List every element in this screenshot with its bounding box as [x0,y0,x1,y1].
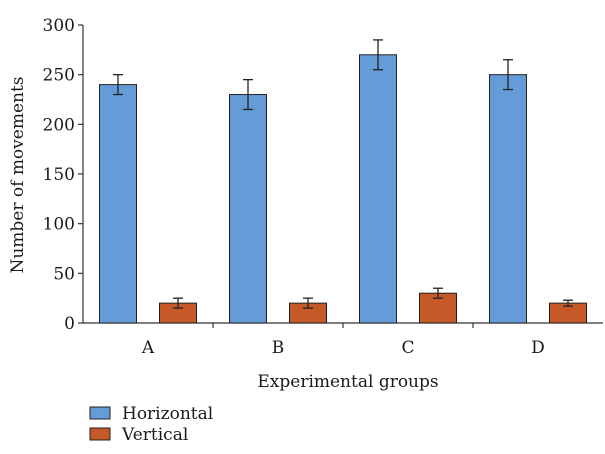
x-tick-label: D [531,338,545,358]
y-axis-ticks: 0 50 100 150 200 250 300 [43,16,83,334]
y-tick-label: 200 [43,115,75,135]
y-tick-label: 50 [53,264,75,284]
x-axis-ticks: A B C D [141,323,545,358]
legend-swatch-horizontal [89,406,111,420]
bar-horizontal-c [359,54,397,324]
bar-horizontal-a [99,84,137,324]
y-tick-label: 250 [43,66,75,86]
bar-horizontal-d [489,74,527,324]
x-tick-label: A [141,338,155,358]
x-tick-label: C [401,338,414,358]
bars [99,39,587,324]
legend-label-horizontal: Horizontal [122,404,213,424]
y-tick-label: 150 [43,165,75,185]
bar-horizontal-b [229,94,267,324]
x-axis-title: Experimental groups [257,372,438,392]
y-tick-label: 300 [43,16,75,36]
y-tick-label: 100 [43,215,75,235]
legend-label-vertical: Vertical [121,425,188,445]
y-axis-title: Number of movements [8,76,28,273]
y-tick-label: 0 [64,314,75,334]
x-tick-label: B [272,338,285,358]
legend-swatch-vertical [89,427,111,441]
